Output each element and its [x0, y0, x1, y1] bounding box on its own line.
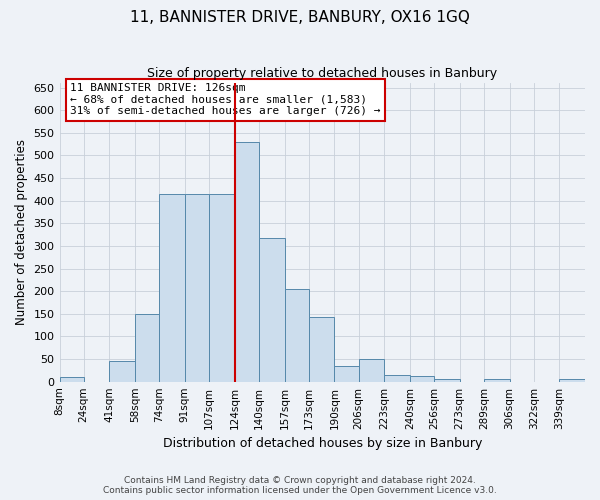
Bar: [559, 378, 585, 382]
Bar: [59, 377, 84, 382]
Bar: [135, 314, 159, 382]
Y-axis label: Number of detached properties: Number of detached properties: [15, 140, 28, 326]
Bar: [334, 366, 359, 382]
Bar: [109, 362, 135, 382]
Bar: [284, 289, 308, 382]
Bar: [484, 380, 509, 382]
Bar: [410, 376, 434, 382]
Bar: [434, 380, 460, 382]
Bar: [384, 375, 410, 382]
Bar: [259, 238, 284, 382]
Text: 11 BANNISTER DRIVE: 126sqm
← 68% of detached houses are smaller (1,583)
31% of s: 11 BANNISTER DRIVE: 126sqm ← 68% of deta…: [70, 83, 380, 116]
Bar: [308, 317, 334, 382]
Bar: [185, 194, 209, 382]
Title: Size of property relative to detached houses in Banbury: Size of property relative to detached ho…: [147, 68, 497, 80]
X-axis label: Distribution of detached houses by size in Banbury: Distribution of detached houses by size …: [163, 437, 482, 450]
Bar: [235, 142, 259, 382]
Text: Contains HM Land Registry data © Crown copyright and database right 2024.
Contai: Contains HM Land Registry data © Crown c…: [103, 476, 497, 495]
Text: 11, BANNISTER DRIVE, BANBURY, OX16 1GQ: 11, BANNISTER DRIVE, BANBURY, OX16 1GQ: [130, 10, 470, 25]
Bar: [159, 194, 185, 382]
Bar: [209, 194, 235, 382]
Bar: [359, 359, 384, 382]
